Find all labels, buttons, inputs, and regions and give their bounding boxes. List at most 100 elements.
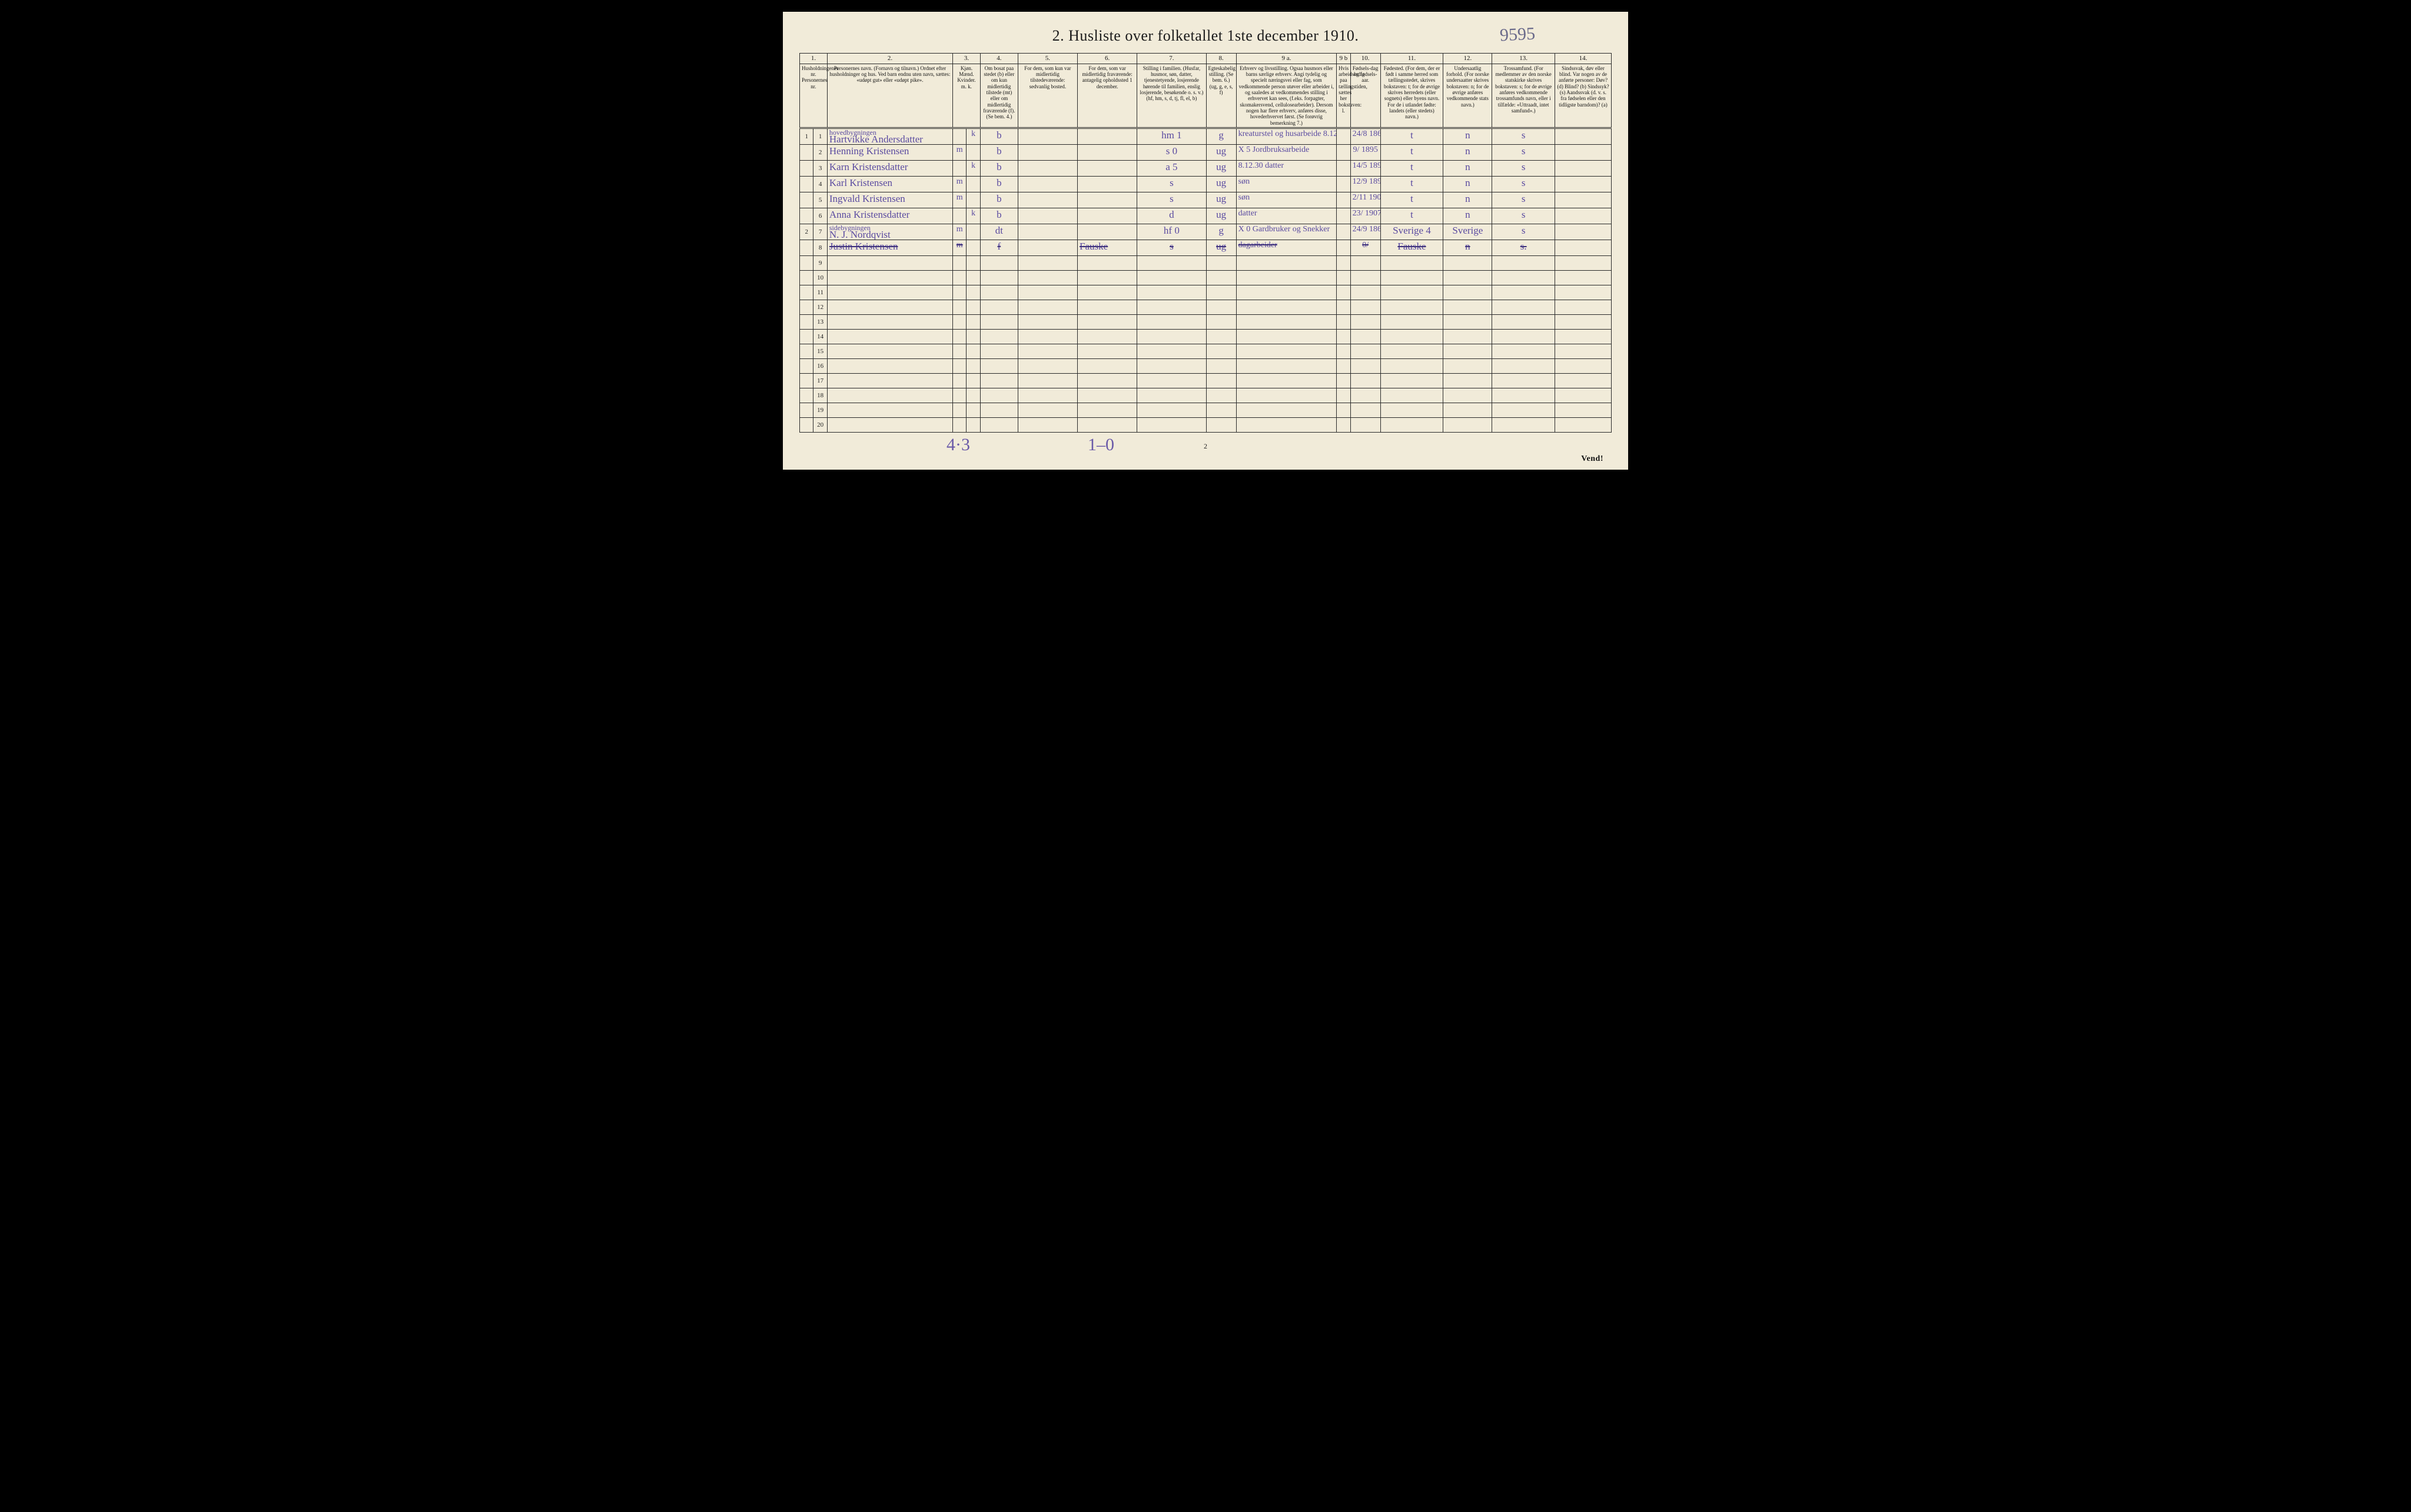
cell: [980, 285, 1018, 300]
cell: [980, 256, 1018, 271]
hdr-12: Undersaatlig forhold. (For norske unders…: [1443, 64, 1492, 128]
cell: [967, 418, 980, 433]
row-number: 8: [813, 240, 827, 256]
cell: n: [1443, 145, 1492, 161]
cell: [1555, 224, 1611, 240]
cell: [1078, 315, 1137, 330]
cell: [1236, 315, 1337, 330]
cell: [1555, 177, 1611, 192]
cell: g: [1206, 224, 1236, 240]
cell: [953, 374, 967, 388]
cell: [953, 330, 967, 344]
cell: [1350, 256, 1380, 271]
cell: [1492, 344, 1555, 359]
cell: [1206, 344, 1236, 359]
hdr-7: Stilling i familien. (Husfar, husmor, sø…: [1137, 64, 1206, 128]
cell: [953, 271, 967, 285]
cell: [967, 374, 980, 388]
cell: [1350, 315, 1380, 330]
cell: [827, 403, 952, 418]
cell: [827, 285, 952, 300]
table-row: 13: [800, 315, 1612, 330]
cell: [1380, 418, 1443, 433]
cell: [1380, 315, 1443, 330]
cell: [1236, 359, 1337, 374]
name-cell: sidebygningenN. J. Nordqvist: [827, 224, 952, 240]
cell: [967, 177, 980, 192]
cell: ug: [1206, 208, 1236, 224]
cell: [1350, 418, 1380, 433]
hdr-10: Fødsels-dag og fødsels-aar.: [1350, 64, 1380, 128]
cell: [967, 271, 980, 285]
cell: [953, 128, 967, 145]
cell: t: [1380, 208, 1443, 224]
row-number: [800, 256, 813, 271]
cell: m: [953, 192, 967, 208]
cell: [1137, 388, 1206, 403]
cell: [1018, 256, 1077, 271]
cell: [1380, 403, 1443, 418]
cell: [980, 300, 1018, 315]
cell: n: [1443, 240, 1492, 256]
cell: 12/9 1899: [1350, 177, 1380, 192]
hdr-6: For dem, som var midlertidig fraværende:…: [1078, 64, 1137, 128]
cell: [1443, 403, 1492, 418]
cell: Fauske: [1078, 240, 1137, 256]
cell: [1018, 208, 1077, 224]
cell: t: [1380, 192, 1443, 208]
hdr-num-9b: 9 b: [1337, 54, 1350, 64]
cell: [1206, 403, 1236, 418]
cell: [1380, 359, 1443, 374]
cell: [1337, 192, 1350, 208]
cell: [1350, 300, 1380, 315]
hdr-num-1: 1.: [800, 54, 828, 64]
row-number: 10: [813, 271, 827, 285]
person-name: Hartvikke Andersdatter: [829, 134, 923, 145]
cell: [967, 192, 980, 208]
cell: hf 0: [1137, 224, 1206, 240]
row-number: [800, 145, 813, 161]
cell: søn: [1236, 177, 1337, 192]
cell: [953, 300, 967, 315]
cell: [1206, 359, 1236, 374]
cell: b: [980, 161, 1018, 177]
tally-left: 4·3: [947, 435, 970, 455]
cell: [1018, 403, 1077, 418]
hdr-num-4: 4.: [980, 54, 1018, 64]
cell: [1337, 161, 1350, 177]
cell: X 5 Jordbruksarbeide: [1236, 145, 1337, 161]
cell: b: [980, 177, 1018, 192]
cell: s: [1492, 208, 1555, 224]
cell: [1206, 388, 1236, 403]
person-name: Karl Kristensen: [829, 177, 892, 188]
cell: [1137, 359, 1206, 374]
hdr-num-2: 2.: [827, 54, 952, 64]
name-cell: Henning Kristensen: [827, 145, 952, 161]
cell: ug: [1206, 177, 1236, 192]
cell: [1236, 344, 1337, 359]
cell: [967, 256, 980, 271]
cell: [1137, 300, 1206, 315]
cell: [1492, 388, 1555, 403]
cell: [1078, 403, 1137, 418]
row-number: 16: [813, 359, 827, 374]
cell: dt: [980, 224, 1018, 240]
row-number: 6: [813, 208, 827, 224]
table-row: 5Ingvald Kristensenmbsugsøn2/11 1901tns: [800, 192, 1612, 208]
row-number: [800, 330, 813, 344]
row-number: 9: [813, 256, 827, 271]
cell: [967, 359, 980, 374]
table-row: 20: [800, 418, 1612, 433]
cell: [1078, 208, 1137, 224]
row-number: 1: [813, 128, 827, 145]
row-number: [800, 208, 813, 224]
name-cell: Karl Kristensen: [827, 177, 952, 192]
cell: [967, 145, 980, 161]
cell: [980, 403, 1018, 418]
row-number: 18: [813, 388, 827, 403]
table-row: 2Henning Kristensenmbs 0ugX 5 Jordbruksa…: [800, 145, 1612, 161]
cell: [967, 285, 980, 300]
row-number: 11: [813, 285, 827, 300]
cell: [1555, 359, 1611, 374]
cell: k: [967, 208, 980, 224]
